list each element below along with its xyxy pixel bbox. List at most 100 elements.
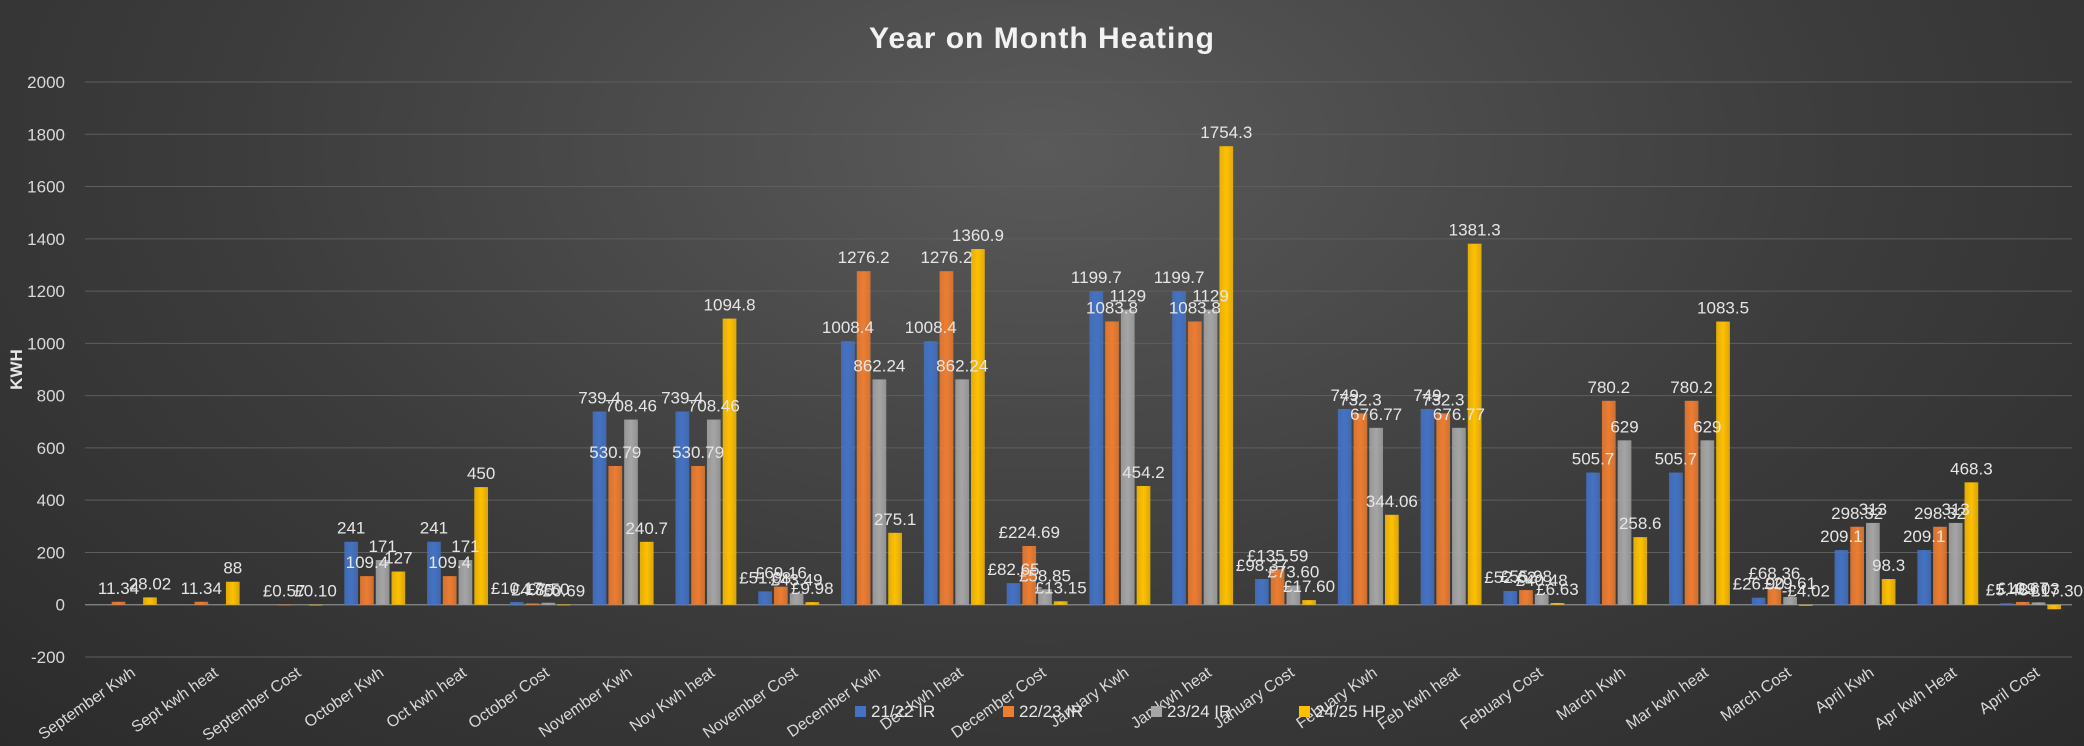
data-label: 780.2 xyxy=(1588,378,1631,397)
y-tick-label: 1400 xyxy=(27,230,65,249)
bar xyxy=(1219,146,1234,605)
data-label: 732.3 xyxy=(1339,390,1382,409)
y-tick-label: 1000 xyxy=(27,334,65,353)
bar xyxy=(2015,601,2030,605)
data-label: 240.7 xyxy=(625,519,668,538)
bar xyxy=(1255,579,1269,605)
data-label: 209.1 xyxy=(1903,527,1946,546)
bar xyxy=(1089,291,1104,605)
data-label: 629 xyxy=(1610,417,1638,436)
y-tick-label: 2000 xyxy=(27,73,65,92)
y-tick-label: 400 xyxy=(37,491,65,510)
bar xyxy=(758,591,772,605)
data-label: £9.98 xyxy=(791,579,834,598)
data-label: 171 xyxy=(368,537,396,556)
bar xyxy=(1203,309,1218,605)
legend-label: 22/23 IR xyxy=(1019,702,1083,721)
bar xyxy=(1933,526,1947,605)
bar xyxy=(1136,486,1151,605)
bar xyxy=(971,249,985,605)
legend-label: 24/25 HP xyxy=(1315,702,1386,721)
bar xyxy=(789,593,804,605)
data-label: 241 xyxy=(420,519,448,538)
y-tick-label: 200 xyxy=(37,543,65,562)
data-label: £10.17 xyxy=(491,579,543,598)
data-label: 1199.7 xyxy=(1071,268,1122,287)
data-label: 241 xyxy=(337,519,365,538)
bar xyxy=(888,532,902,605)
bar xyxy=(1105,321,1119,605)
bar xyxy=(143,597,157,605)
data-label: 862.24 xyxy=(936,356,988,375)
data-label: 676.77 xyxy=(1350,405,1402,424)
bar xyxy=(2000,603,2014,605)
data-label: 1094.8 xyxy=(704,296,756,315)
bar xyxy=(624,419,638,605)
bar xyxy=(442,576,457,605)
y-axis-title: KWH xyxy=(7,349,26,390)
bar xyxy=(1767,586,1782,605)
data-label: £82.65 xyxy=(988,560,1040,579)
chart-title: Year on Month Heating xyxy=(869,22,1215,55)
bar xyxy=(1120,309,1135,605)
data-label: £52.62 xyxy=(1484,568,1536,587)
data-label: 530.79 xyxy=(672,443,724,462)
data-label: -£4.02 xyxy=(1782,582,1830,601)
y-tick-label: 1200 xyxy=(27,282,65,301)
legend-label: 21/22 IR xyxy=(871,702,935,721)
data-label: 313 xyxy=(1941,500,1969,519)
data-label: 505.7 xyxy=(1572,450,1615,469)
bar xyxy=(557,604,571,606)
bar xyxy=(474,487,489,605)
bar xyxy=(1798,604,1813,606)
data-label: £10.67 xyxy=(1997,579,2049,598)
data-label: 298.32 xyxy=(1914,504,1966,523)
data-label: 1008.4 xyxy=(905,318,957,337)
bar xyxy=(1187,321,1202,605)
y-tick-label: 1600 xyxy=(27,178,65,197)
x-tick-label: April Cost xyxy=(1976,664,2043,718)
bar xyxy=(1519,590,1533,605)
bar xyxy=(375,560,390,605)
data-label: 1129 xyxy=(1192,287,1229,306)
data-label: 1381.3 xyxy=(1449,221,1501,240)
data-label: 1754.3 xyxy=(1200,123,1252,142)
x-tick-label: March Cost xyxy=(1718,664,1795,725)
bar xyxy=(841,341,855,605)
x-tick-label: January Kwh xyxy=(1047,664,1133,731)
x-tick-label: September Kwh xyxy=(36,664,139,743)
bar xyxy=(194,601,209,605)
x-tick-label: October Kwh xyxy=(302,664,388,731)
x-tick-label: October Cost xyxy=(466,664,553,732)
legend-swatch xyxy=(1003,706,1014,717)
data-label: 313 xyxy=(1859,500,1887,519)
y-tick-label: 600 xyxy=(37,439,65,458)
data-label: 88 xyxy=(223,559,242,578)
bar xyxy=(509,602,524,605)
data-label: 450 xyxy=(467,464,495,483)
data-label: £135.59 xyxy=(1247,546,1308,565)
bar xyxy=(608,465,623,605)
data-label: £26.90 xyxy=(1733,575,1785,594)
gridlines xyxy=(85,81,2072,658)
bars xyxy=(111,146,2062,610)
bar xyxy=(1385,514,1399,605)
data-label: £0.10 xyxy=(294,582,337,601)
data-label: 708.46 xyxy=(688,397,740,416)
legend-swatch xyxy=(1151,706,1162,717)
data-label: £55.98 xyxy=(1500,567,1552,586)
bar xyxy=(391,571,406,605)
data-label: £98.37 xyxy=(1236,556,1288,575)
data-label: 530.79 xyxy=(589,443,641,462)
bar xyxy=(805,602,820,605)
data-label: £0.69 xyxy=(543,582,586,601)
data-label: 1008.4 xyxy=(822,318,874,337)
bar xyxy=(1337,408,1352,605)
bar xyxy=(1866,522,1880,605)
legend-swatch xyxy=(1299,706,1310,717)
bar xyxy=(2031,602,2046,605)
legend[interactable]: 21/22 IR 22/23 IR 23/24 IR 24/25 HP xyxy=(855,702,1386,721)
bar xyxy=(1006,583,1021,605)
bar xyxy=(1751,597,1766,605)
